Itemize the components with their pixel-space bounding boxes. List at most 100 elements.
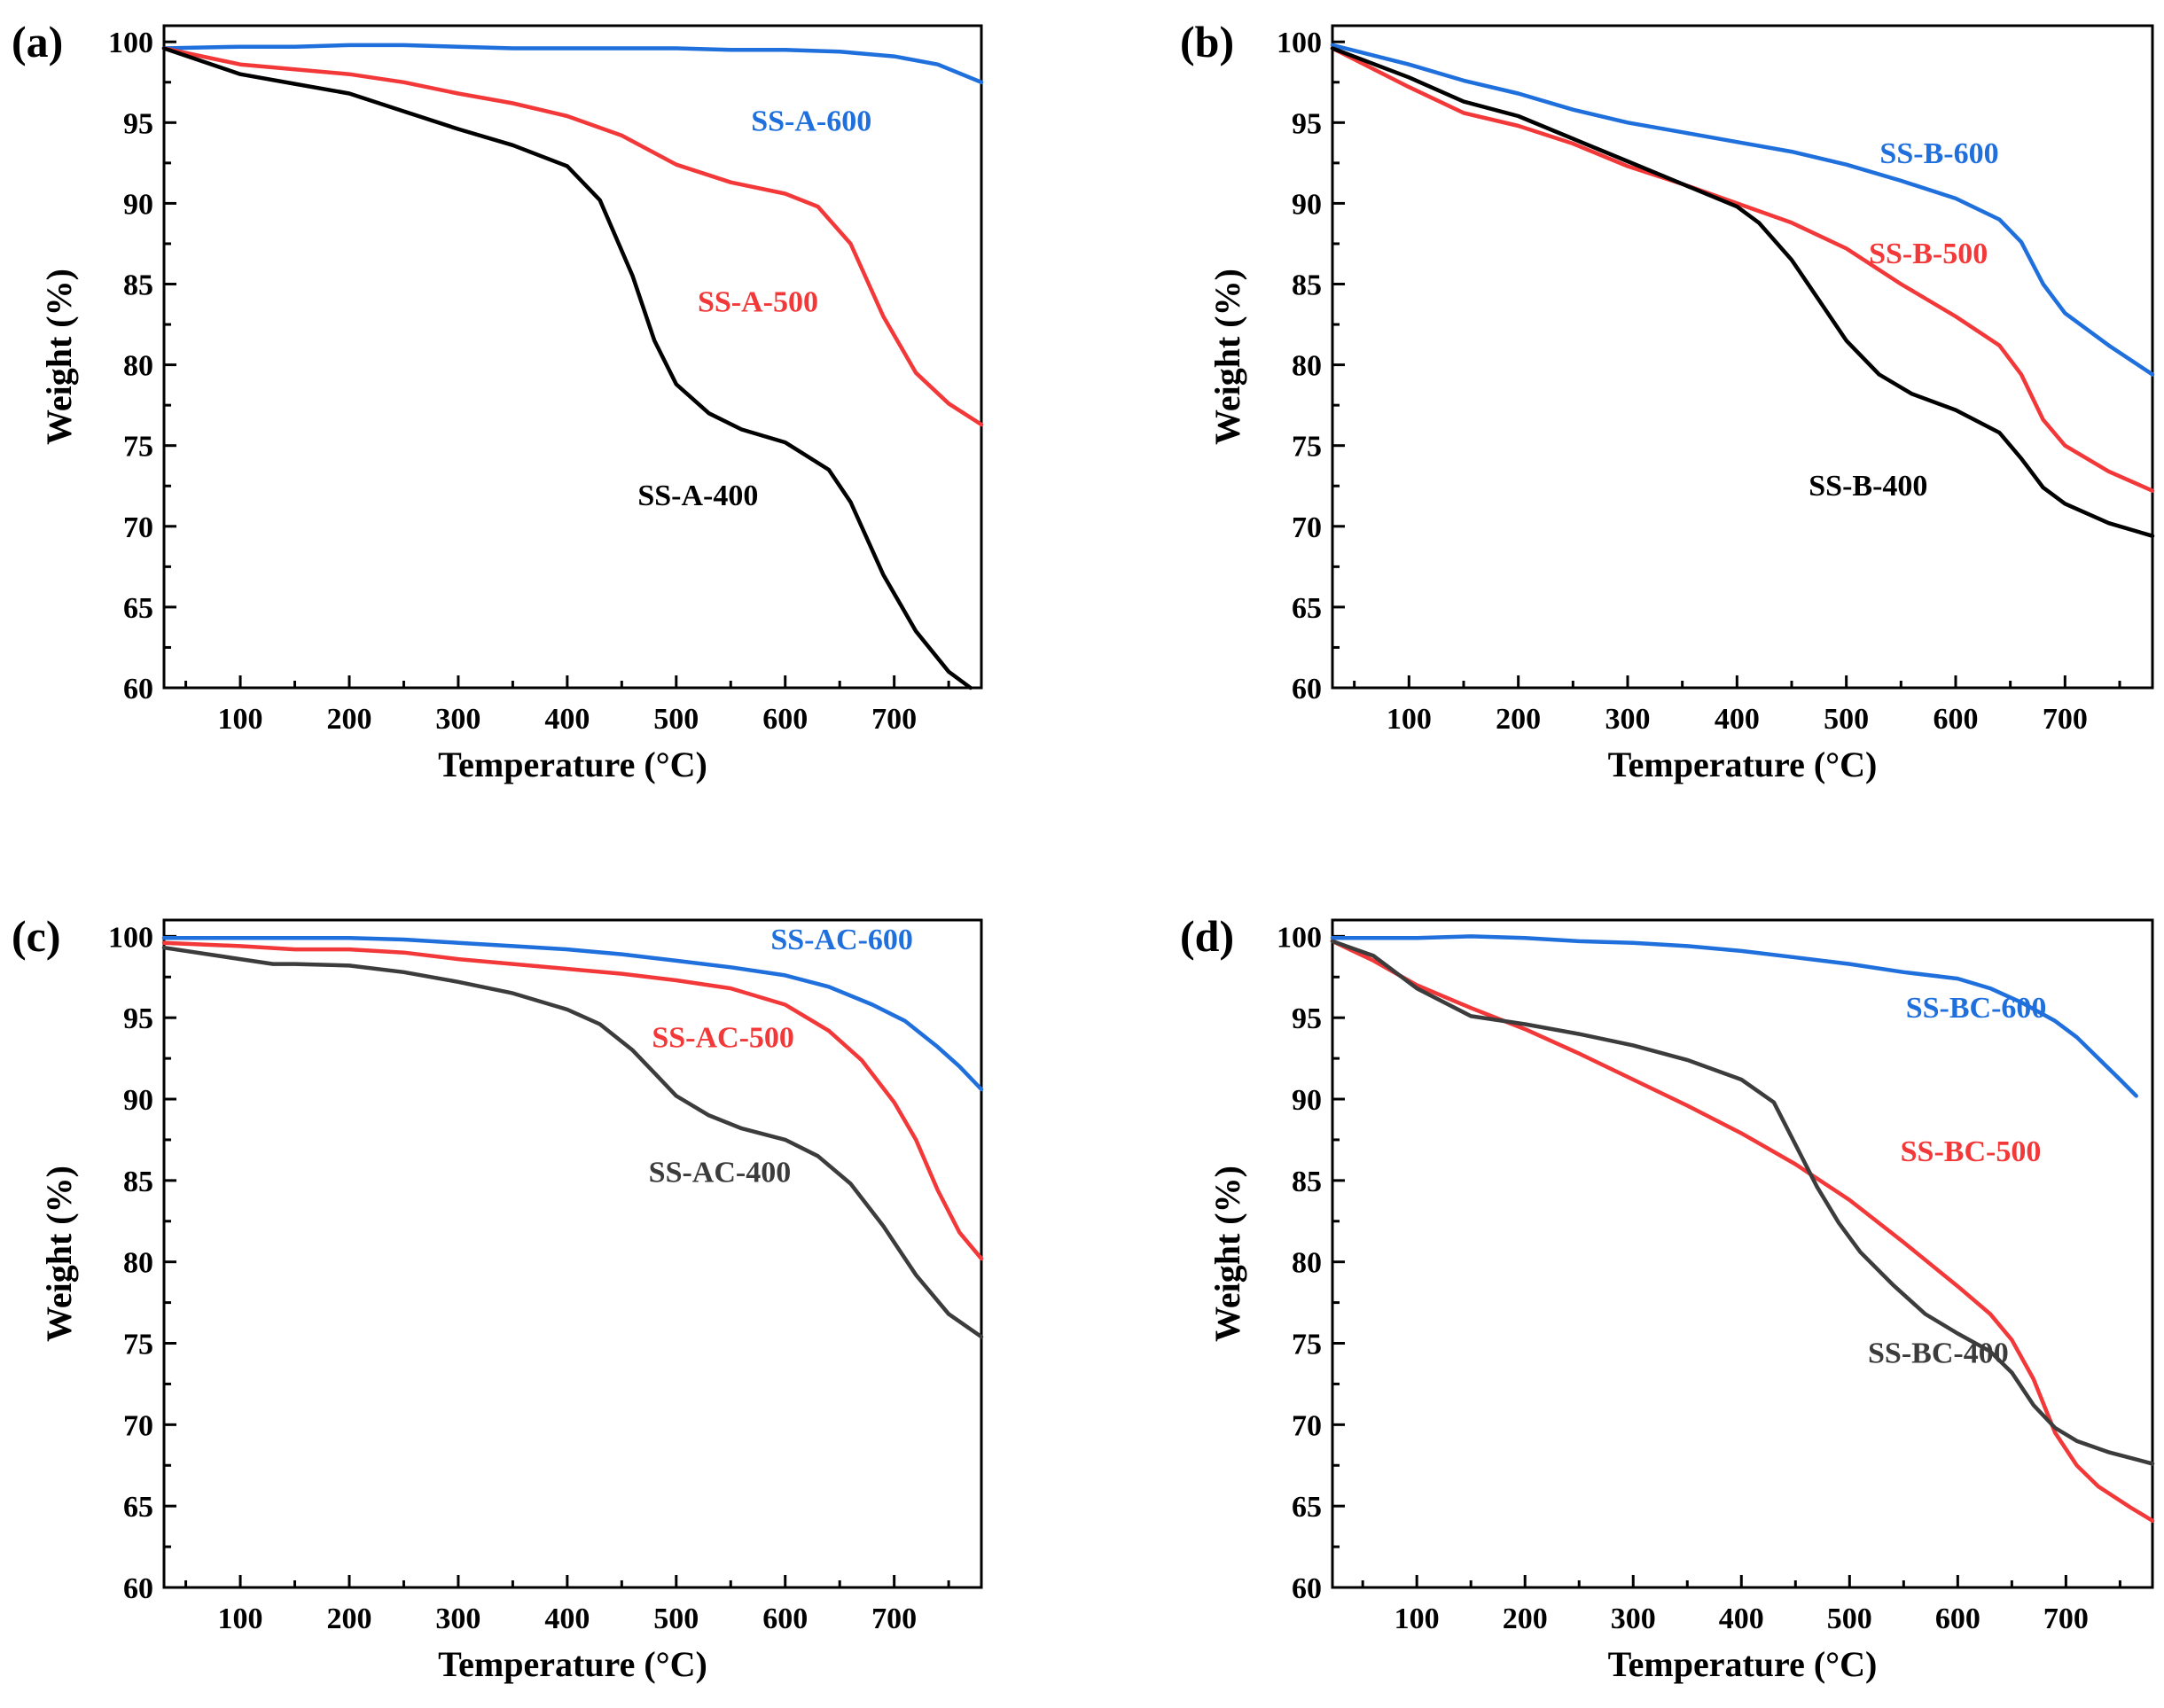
x-tick-label: 300 xyxy=(1611,1603,1656,1635)
series-label: SS-A-400 xyxy=(637,480,758,512)
y-tick-label: 60 xyxy=(1292,1572,1322,1605)
x-tick-label: 400 xyxy=(544,1603,590,1635)
series-line-ss-bc-500 xyxy=(1330,939,2155,1523)
plot-frame xyxy=(1331,24,2154,690)
x-tick-label: 700 xyxy=(2043,1603,2089,1635)
x-tick-label: 600 xyxy=(1934,703,1979,736)
y-tick-label: 80 xyxy=(1292,350,1322,383)
series-label: SS-BC-400 xyxy=(1868,1338,2009,1370)
y-tick-label: 100 xyxy=(108,921,153,954)
chart-panel-4: 100 200 300 400 500 600 700 60 65 70 75 80 85 90 95 100… xyxy=(1180,911,2155,1684)
x-tick-label: 100 xyxy=(218,703,263,736)
series-label: SS-A-600 xyxy=(751,105,871,137)
series-line-ss-a-600 xyxy=(161,43,984,85)
y-tick-label: 65 xyxy=(123,1491,153,1524)
x-tick-label: 500 xyxy=(1824,703,1869,736)
y-tick-label: 75 xyxy=(1292,431,1322,464)
series-line-ss-bc-400 xyxy=(1330,939,2155,1466)
y-axis-title: Weight (%) xyxy=(39,269,79,445)
chart-panel-3: 100 200 300 400 500 600 700 60 65 70 75 80 85 90 95 100… xyxy=(12,911,984,1684)
panel-label: (b) xyxy=(1180,17,1234,66)
y-tick-label: 80 xyxy=(123,1247,153,1280)
chart-panel-1: 100 200 300 400 500 600 700 60 65 70 75 80 85 90 95 100… xyxy=(12,17,984,784)
series-label: SS-B-600 xyxy=(1879,137,1998,170)
series-label: SS-A-500 xyxy=(698,285,818,318)
x-tick-label: 400 xyxy=(1715,703,1760,736)
x-tick-label: 600 xyxy=(762,1603,808,1635)
y-tick-label: 70 xyxy=(123,511,153,544)
y-tick-label: 95 xyxy=(123,1002,153,1035)
y-tick-label: 75 xyxy=(1292,1329,1322,1361)
x-axis-title: Temperature (°C) xyxy=(438,1644,707,1684)
series-line-ss-b-400 xyxy=(1330,46,2155,538)
x-tick-label: 300 xyxy=(435,703,480,736)
x-tick-label: 500 xyxy=(653,703,699,736)
y-tick-label: 85 xyxy=(1292,1166,1322,1198)
y-tick-label: 100 xyxy=(1277,27,1322,59)
y-tick-label: 65 xyxy=(1292,592,1322,625)
panel-label: (a) xyxy=(12,17,63,66)
plot-frame xyxy=(162,918,983,1589)
y-tick-label: 75 xyxy=(123,431,153,464)
x-tick-label: 300 xyxy=(435,1603,480,1635)
series-label: SS-B-400 xyxy=(1809,470,1927,503)
y-tick-label: 100 xyxy=(1277,921,1322,954)
panel-label: (d) xyxy=(1180,911,1234,961)
x-tick-label: 600 xyxy=(1935,1603,1980,1635)
y-tick-label: 75 xyxy=(123,1329,153,1361)
y-tick-label: 80 xyxy=(1292,1247,1322,1280)
x-tick-label: 700 xyxy=(871,1603,917,1635)
y-tick-label: 70 xyxy=(1292,511,1322,544)
x-axis-title: Temperature (°C) xyxy=(438,745,707,784)
y-tick-label: 100 xyxy=(108,27,153,59)
x-tick-label: 300 xyxy=(1605,703,1651,736)
y-tick-label: 90 xyxy=(123,188,153,221)
series-line-ss-bc-600 xyxy=(1330,934,2138,1098)
y-axis-title: Weight (%) xyxy=(39,1166,79,1342)
x-tick-label: 500 xyxy=(653,1603,699,1635)
x-tick-label: 600 xyxy=(762,703,808,736)
y-tick-label: 90 xyxy=(1292,188,1322,221)
y-tick-label: 85 xyxy=(123,269,153,302)
y-tick-label: 85 xyxy=(123,1166,153,1198)
series-label: SS-BC-600 xyxy=(1906,992,2047,1025)
x-tick-label: 200 xyxy=(1503,1603,1548,1635)
y-tick-label: 60 xyxy=(123,673,153,706)
series-label: SS-BC-500 xyxy=(1901,1135,2042,1168)
y-tick-label: 85 xyxy=(1292,269,1322,302)
y-tick-label: 95 xyxy=(1292,107,1322,140)
y-tick-label: 95 xyxy=(123,107,153,140)
series-line-ss-ac-500 xyxy=(161,940,984,1261)
series-line-ss-ac-400 xyxy=(161,945,984,1339)
x-axis-title: Temperature (°C) xyxy=(1608,745,1878,784)
series-label: SS-AC-500 xyxy=(652,1021,794,1054)
y-tick-label: 60 xyxy=(1292,673,1322,706)
x-tick-label: 400 xyxy=(544,703,590,736)
y-tick-label: 65 xyxy=(123,592,153,625)
y-tick-label: 70 xyxy=(123,1409,153,1442)
x-tick-label: 400 xyxy=(1719,1603,1764,1635)
x-tick-label: 700 xyxy=(2043,703,2088,736)
plot-frame xyxy=(162,24,983,690)
y-axis-title: Weight (%) xyxy=(1207,1166,1247,1342)
x-tick-label: 100 xyxy=(1387,703,1432,736)
x-tick-label: 200 xyxy=(326,703,371,736)
x-tick-label: 200 xyxy=(1496,703,1541,736)
series-line-ss-b-500 xyxy=(1330,46,2155,493)
y-tick-label: 90 xyxy=(1292,1084,1322,1117)
series-label: SS-AC-400 xyxy=(649,1157,792,1189)
x-axis-title: Temperature (°C) xyxy=(1608,1644,1878,1684)
y-tick-label: 95 xyxy=(1292,1002,1322,1035)
x-tick-label: 500 xyxy=(1827,1603,1872,1635)
y-tick-label: 70 xyxy=(1292,1409,1322,1442)
x-tick-label: 700 xyxy=(871,703,917,736)
series-line-ss-ac-600 xyxy=(161,935,984,1092)
x-tick-label: 100 xyxy=(218,1603,263,1635)
x-tick-label: 100 xyxy=(1394,1603,1440,1635)
x-tick-label: 200 xyxy=(326,1603,371,1635)
y-tick-label: 90 xyxy=(123,1084,153,1117)
series-label: SS-B-500 xyxy=(1869,238,1988,270)
series-line-ss-b-600 xyxy=(1330,43,2155,377)
y-tick-label: 65 xyxy=(1292,1491,1322,1524)
